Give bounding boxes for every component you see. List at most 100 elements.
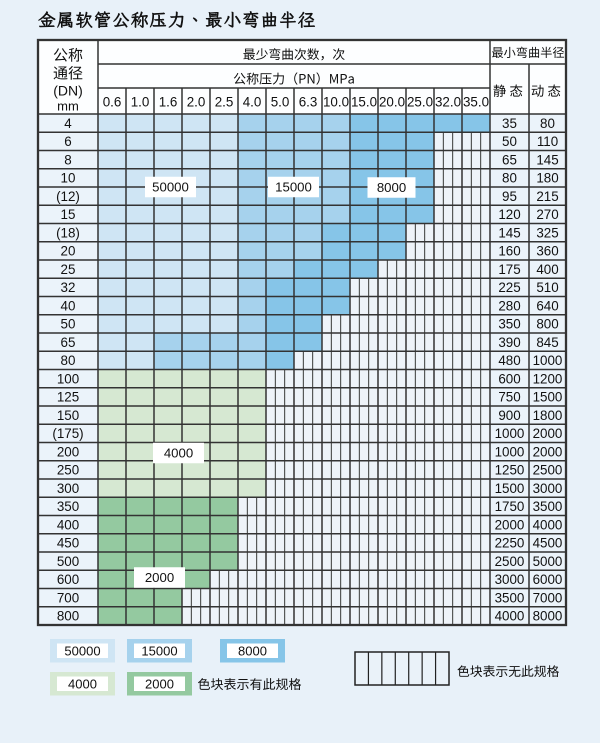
svg-text:175: 175 bbox=[498, 262, 520, 277]
svg-text:15: 15 bbox=[61, 207, 76, 222]
svg-text:32.0: 32.0 bbox=[435, 95, 461, 110]
svg-text:1.6: 1.6 bbox=[159, 95, 178, 110]
svg-text:4.0: 4.0 bbox=[243, 95, 262, 110]
svg-text:3000: 3000 bbox=[533, 481, 563, 496]
svg-text:65: 65 bbox=[502, 152, 517, 167]
svg-text:480: 480 bbox=[498, 353, 520, 368]
svg-text:65: 65 bbox=[61, 335, 76, 350]
svg-text:8000: 8000 bbox=[238, 643, 267, 658]
svg-text:325: 325 bbox=[536, 225, 558, 240]
svg-text:0.6: 0.6 bbox=[103, 95, 122, 110]
svg-text:400: 400 bbox=[57, 517, 79, 532]
svg-text:20: 20 bbox=[61, 244, 76, 259]
svg-text:25: 25 bbox=[61, 262, 76, 277]
svg-text:145: 145 bbox=[498, 225, 520, 240]
svg-text:80: 80 bbox=[61, 353, 76, 368]
svg-text:390: 390 bbox=[498, 335, 520, 350]
svg-text:300: 300 bbox=[57, 481, 79, 496]
svg-text:7000: 7000 bbox=[533, 590, 563, 605]
svg-text:3500: 3500 bbox=[495, 590, 525, 605]
svg-text:2000: 2000 bbox=[145, 570, 174, 585]
svg-text:450: 450 bbox=[57, 536, 79, 551]
svg-text:4000: 4000 bbox=[495, 609, 525, 624]
svg-text:95: 95 bbox=[502, 189, 517, 204]
svg-text:200: 200 bbox=[57, 444, 79, 459]
svg-text:2500: 2500 bbox=[533, 463, 563, 478]
svg-text:35: 35 bbox=[502, 116, 517, 131]
svg-text:1000: 1000 bbox=[495, 426, 525, 441]
svg-text:50000: 50000 bbox=[64, 643, 100, 658]
svg-text:1000: 1000 bbox=[495, 444, 525, 459]
svg-text:510: 510 bbox=[536, 280, 558, 295]
svg-text:600: 600 bbox=[498, 371, 520, 386]
svg-text:15.0: 15.0 bbox=[351, 95, 377, 110]
svg-text:250: 250 bbox=[57, 463, 79, 478]
svg-text:1000: 1000 bbox=[533, 353, 563, 368]
svg-text:1500: 1500 bbox=[495, 481, 525, 496]
svg-text:25.0: 25.0 bbox=[407, 95, 433, 110]
svg-text:35.0: 35.0 bbox=[463, 95, 489, 110]
svg-text:845: 845 bbox=[536, 335, 558, 350]
svg-text:10.0: 10.0 bbox=[323, 95, 349, 110]
svg-text:160: 160 bbox=[498, 244, 520, 259]
svg-text:600: 600 bbox=[57, 572, 79, 587]
svg-text:2000: 2000 bbox=[533, 426, 563, 441]
svg-text:(175): (175) bbox=[52, 426, 83, 441]
svg-text:3000: 3000 bbox=[495, 572, 525, 587]
svg-text:2000: 2000 bbox=[533, 444, 563, 459]
svg-text:2.5: 2.5 bbox=[215, 95, 234, 110]
svg-text:50: 50 bbox=[61, 317, 76, 332]
svg-text:5.0: 5.0 bbox=[271, 95, 290, 110]
svg-text:145: 145 bbox=[536, 152, 558, 167]
svg-text:640: 640 bbox=[536, 298, 558, 313]
svg-text:150: 150 bbox=[57, 408, 79, 423]
svg-text:110: 110 bbox=[537, 134, 558, 149]
svg-text:10: 10 bbox=[61, 171, 76, 186]
svg-text:80: 80 bbox=[540, 116, 555, 131]
svg-text:5000: 5000 bbox=[533, 554, 563, 569]
svg-text:120: 120 bbox=[498, 207, 520, 222]
svg-text:400: 400 bbox=[536, 262, 558, 277]
svg-text:360: 360 bbox=[536, 244, 558, 259]
svg-text:4: 4 bbox=[64, 116, 72, 131]
svg-text:8000: 8000 bbox=[533, 609, 563, 624]
svg-text:1.0: 1.0 bbox=[131, 95, 150, 110]
svg-text:1750: 1750 bbox=[495, 499, 525, 514]
svg-text:(18): (18) bbox=[56, 225, 80, 240]
svg-text:280: 280 bbox=[498, 298, 520, 313]
svg-text:270: 270 bbox=[536, 207, 558, 222]
svg-text:15000: 15000 bbox=[275, 180, 312, 195]
svg-text:750: 750 bbox=[498, 390, 520, 405]
svg-text:8: 8 bbox=[64, 152, 71, 167]
svg-text:225: 225 bbox=[498, 280, 520, 295]
svg-text:500: 500 bbox=[57, 554, 79, 569]
svg-text:1500: 1500 bbox=[533, 390, 563, 405]
svg-text:800: 800 bbox=[57, 609, 79, 624]
svg-text:1800: 1800 bbox=[533, 408, 563, 423]
svg-text:80: 80 bbox=[502, 171, 517, 186]
svg-text:32: 32 bbox=[61, 280, 76, 295]
svg-text:50000: 50000 bbox=[152, 180, 189, 195]
svg-text:6: 6 bbox=[64, 134, 71, 149]
svg-text:mm: mm bbox=[57, 99, 79, 114]
svg-text:800: 800 bbox=[536, 317, 558, 332]
svg-text:8000: 8000 bbox=[377, 180, 406, 195]
svg-text:2000: 2000 bbox=[495, 517, 525, 532]
svg-text:100: 100 bbox=[57, 371, 79, 386]
svg-text:3500: 3500 bbox=[533, 499, 563, 514]
svg-text:1250: 1250 bbox=[495, 463, 525, 478]
svg-text:40: 40 bbox=[61, 298, 76, 313]
svg-text:700: 700 bbox=[57, 590, 79, 605]
svg-text:900: 900 bbox=[498, 408, 520, 423]
svg-text:2500: 2500 bbox=[495, 554, 525, 569]
svg-text:15000: 15000 bbox=[141, 643, 177, 658]
svg-text:6000: 6000 bbox=[533, 572, 563, 587]
svg-text:4000: 4000 bbox=[68, 676, 97, 691]
svg-text:2250: 2250 bbox=[495, 536, 525, 551]
svg-text:350: 350 bbox=[57, 499, 79, 514]
svg-text:350: 350 bbox=[498, 317, 520, 332]
svg-text:20.0: 20.0 bbox=[379, 95, 405, 110]
svg-text:2.0: 2.0 bbox=[187, 95, 206, 110]
svg-text:1200: 1200 bbox=[533, 371, 563, 386]
svg-text:215: 215 bbox=[536, 189, 558, 204]
